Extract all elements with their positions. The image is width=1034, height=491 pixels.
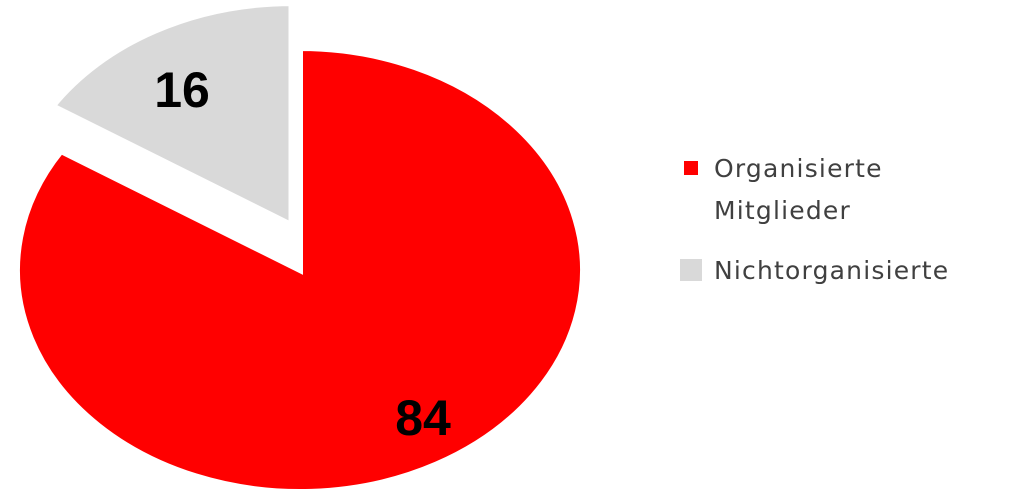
legend-swatch <box>680 259 702 281</box>
chart-legend: Organisierte Mitglieder Nichtorganisierte <box>680 154 949 285</box>
legend-item-organisierte-mitglieder: Organisierte Mitglieder <box>684 154 883 225</box>
legend-label: Mitglieder <box>714 196 851 225</box>
legend-item-nichtorganisierte: Nichtorganisierte <box>680 256 949 285</box>
pie-slice-organisierte-mitglieder <box>14 44 586 491</box>
pie-data-labels: 84 16 <box>154 62 451 446</box>
legend-label: Organisierte <box>714 154 883 183</box>
data-label-organisierte-mitglieder: 84 <box>395 390 451 446</box>
legend-swatch <box>684 161 698 175</box>
data-label-nichtorganisierte: 16 <box>154 62 210 118</box>
pie-slice-nichtorganisierte <box>47 0 295 230</box>
pie-slices <box>14 0 586 491</box>
legend-label: Nichtorganisierte <box>714 256 949 285</box>
